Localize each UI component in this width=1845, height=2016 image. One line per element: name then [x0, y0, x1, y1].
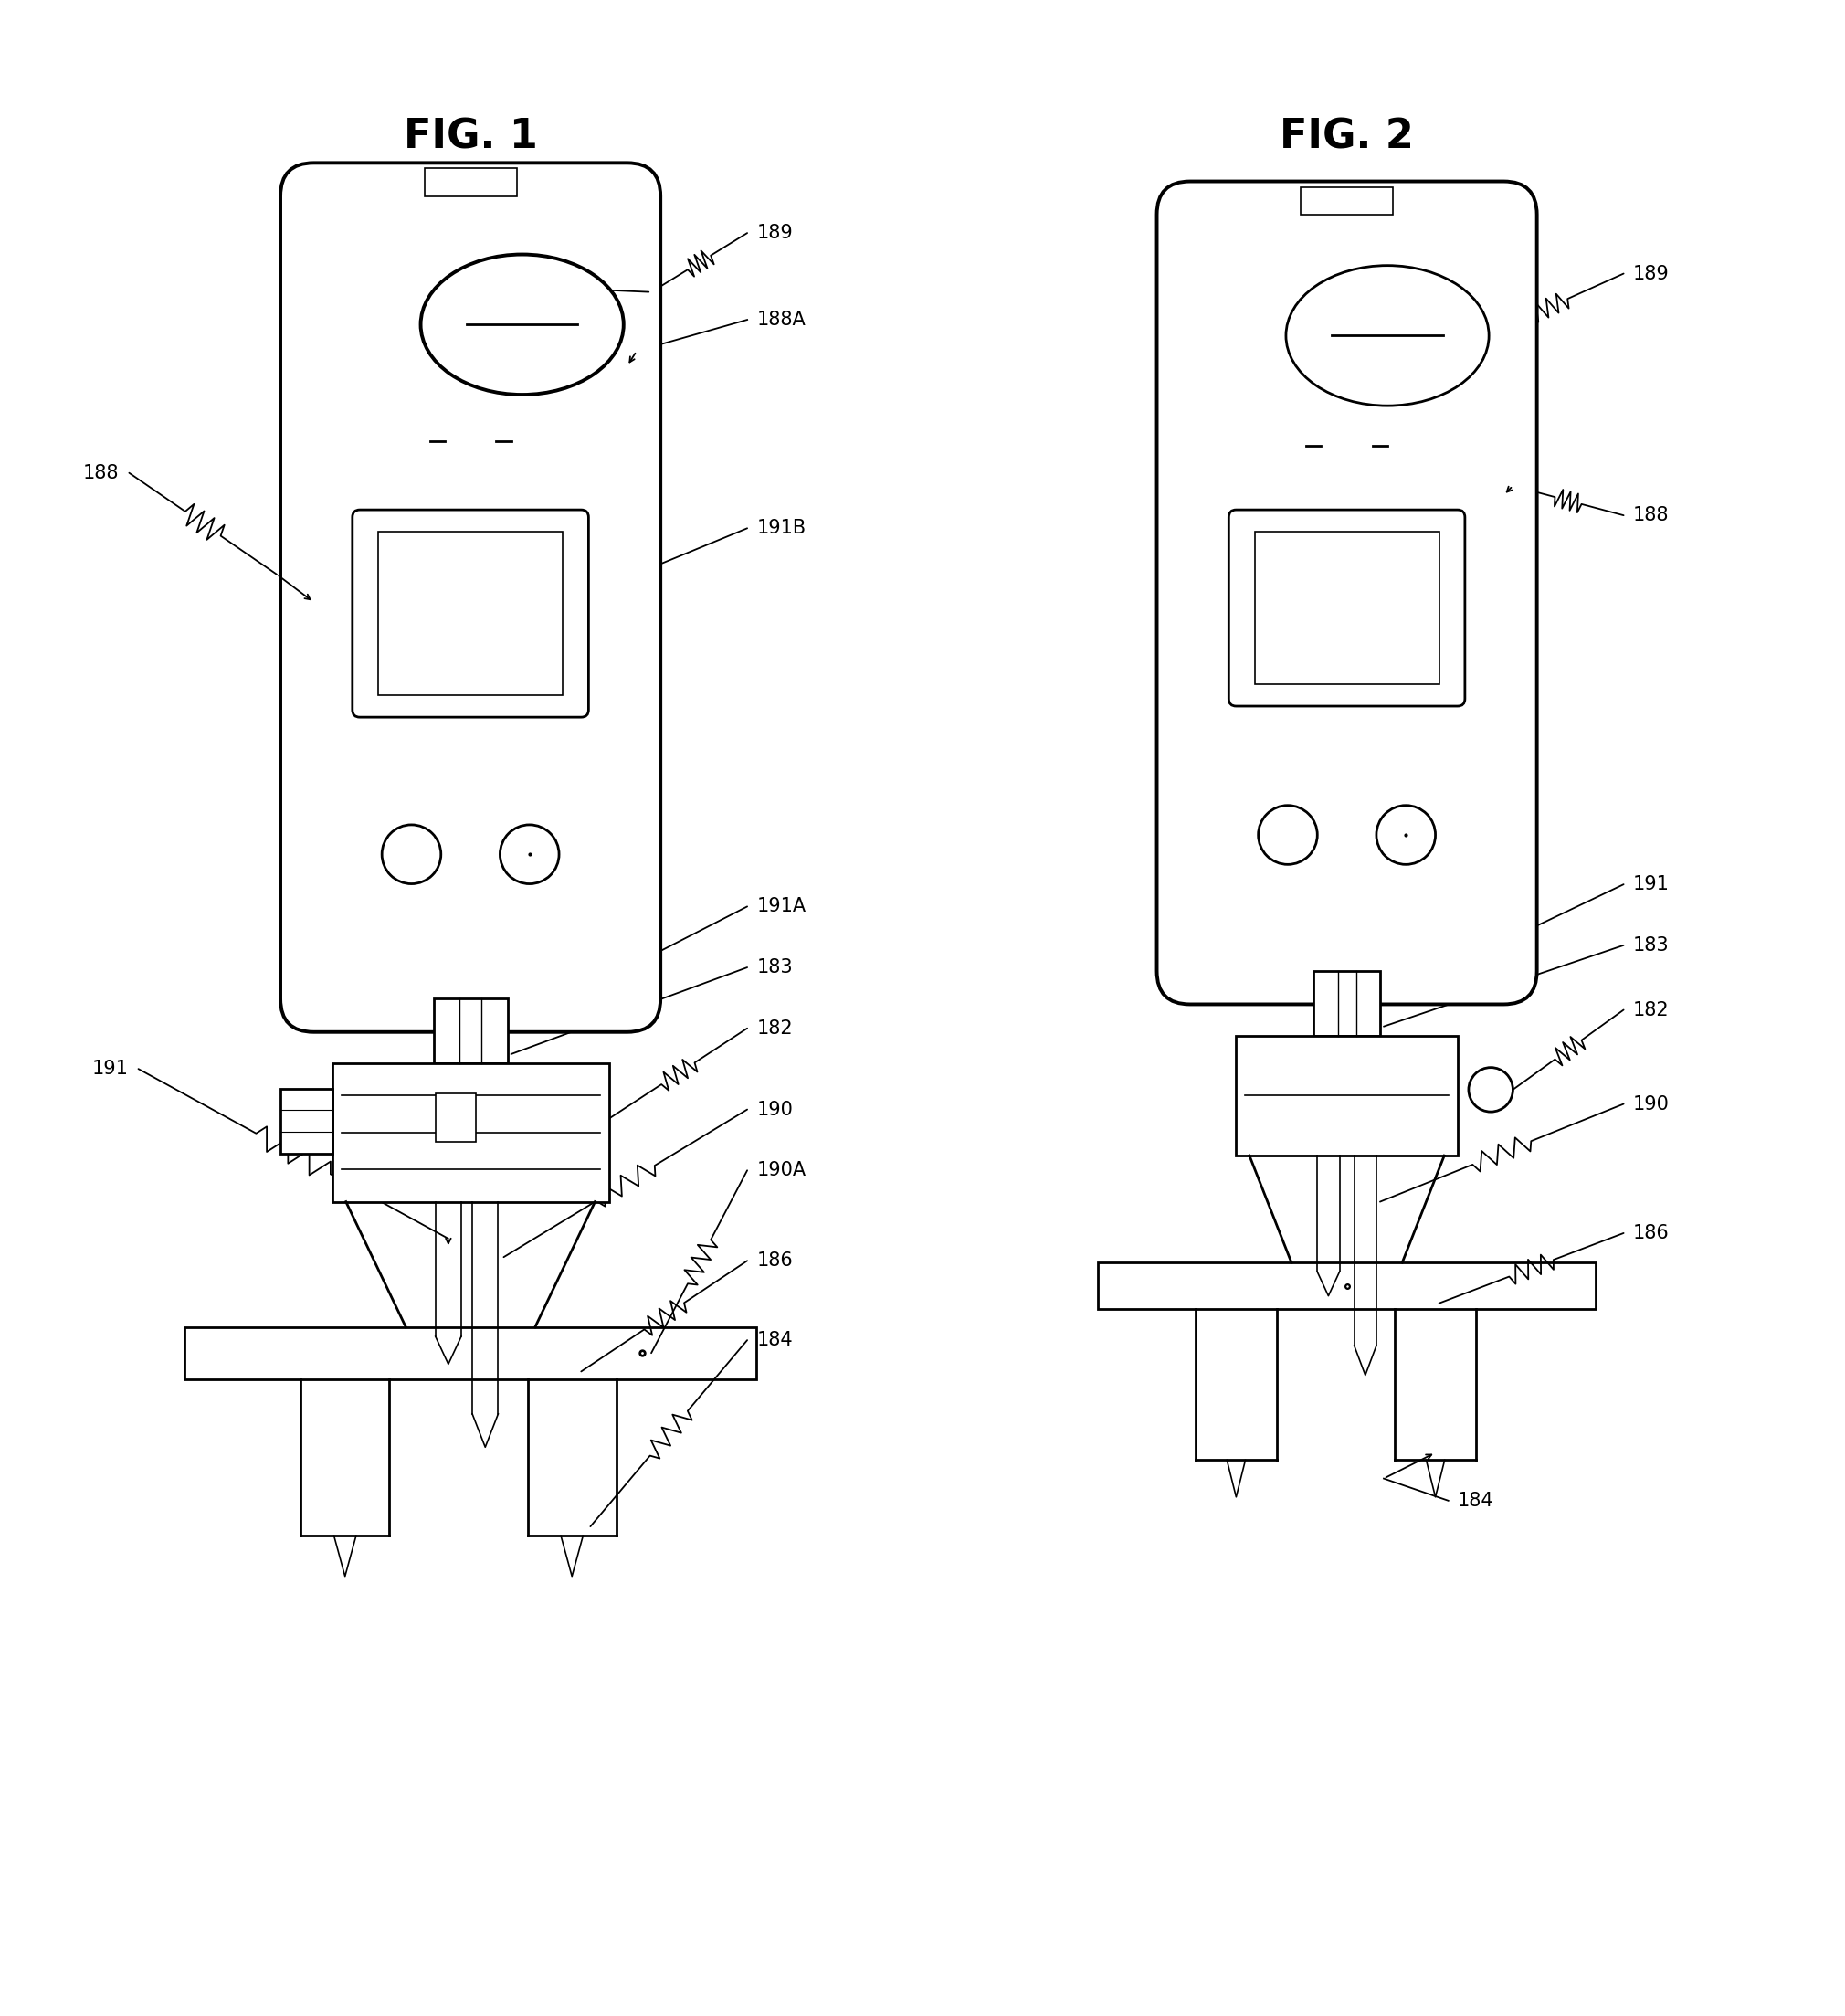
Circle shape: [1376, 806, 1435, 865]
Text: 186: 186: [1633, 1224, 1670, 1242]
Text: 190A: 190A: [756, 1161, 806, 1179]
Text: 191B: 191B: [756, 518, 806, 538]
Text: 191: 191: [92, 1060, 129, 1079]
Ellipse shape: [421, 254, 624, 395]
Text: 182: 182: [756, 1020, 793, 1038]
Bar: [435, 1095, 476, 1141]
Text: 188A: 188A: [756, 310, 806, 329]
Text: FIG. 2: FIG. 2: [1280, 117, 1413, 157]
Bar: [424, 169, 517, 196]
FancyBboxPatch shape: [1229, 510, 1465, 706]
Bar: [1236, 1036, 1458, 1155]
Bar: [1314, 972, 1380, 1036]
FancyBboxPatch shape: [280, 163, 661, 1032]
Text: 183: 183: [1633, 935, 1670, 954]
Bar: [1098, 1262, 1596, 1308]
Circle shape: [382, 825, 441, 883]
Text: 190: 190: [1633, 1095, 1670, 1113]
Bar: [332, 1062, 609, 1202]
Bar: [434, 998, 507, 1062]
Bar: [184, 1327, 756, 1379]
Bar: [1255, 532, 1439, 683]
Ellipse shape: [1286, 266, 1489, 405]
FancyBboxPatch shape: [1157, 181, 1537, 1004]
Circle shape: [500, 825, 559, 883]
Text: 191: 191: [1633, 875, 1670, 893]
Text: 186: 186: [756, 1252, 793, 1270]
Text: FIG. 1: FIG. 1: [404, 117, 537, 157]
Text: 189: 189: [1633, 264, 1670, 282]
Circle shape: [1469, 1068, 1513, 1111]
Text: 182: 182: [1633, 1000, 1670, 1018]
Text: 188: 188: [1633, 506, 1670, 524]
Text: 191A: 191A: [756, 897, 806, 915]
Text: 190: 190: [756, 1101, 793, 1119]
Bar: [1301, 187, 1393, 214]
Bar: [378, 532, 563, 696]
Circle shape: [1258, 806, 1317, 865]
Text: 184: 184: [756, 1331, 793, 1349]
Text: 184: 184: [1458, 1492, 1494, 1510]
Text: 188: 188: [83, 464, 120, 482]
FancyBboxPatch shape: [352, 510, 589, 718]
Text: 189: 189: [756, 224, 793, 242]
Text: 183: 183: [756, 958, 793, 976]
Bar: [280, 1089, 332, 1153]
